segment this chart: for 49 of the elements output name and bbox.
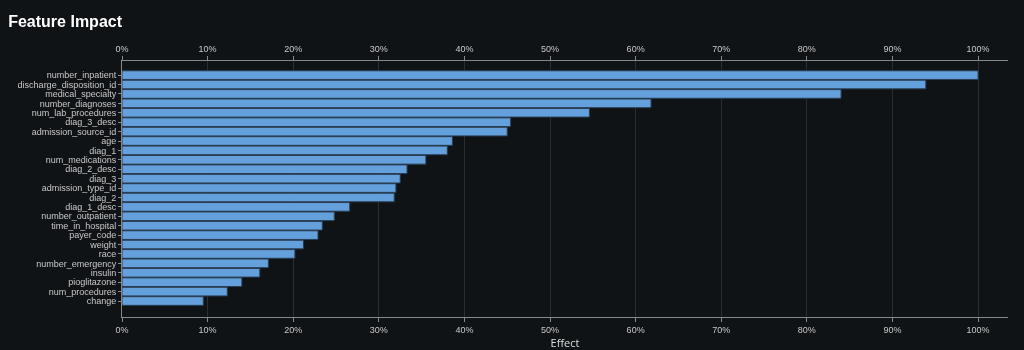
x-tick-label: 60%	[626, 44, 645, 55]
y-tick-label: diag_2_desc	[65, 164, 117, 175]
x-tick-label: 20%	[284, 44, 303, 55]
y-tick-label: number_diagnoses	[39, 98, 117, 109]
y-tick-label: admission_source_id	[31, 126, 117, 137]
y-tick-label: number_outpatient	[41, 211, 117, 222]
y-tick-label: race	[98, 249, 117, 260]
y-tick-label: number_emergency	[36, 258, 117, 269]
y-tick-label: num_medications	[45, 154, 117, 165]
x2-tick-label: 30%	[369, 324, 388, 335]
chart-title: Feature Impact	[8, 12, 123, 30]
x-axis-title: Effect	[550, 334, 580, 350]
x2-tick-label: 80%	[797, 324, 816, 335]
x2-tick-label: 100%	[966, 324, 990, 335]
y-tick-label: insulin	[90, 267, 117, 278]
x2-tick-label: 50%	[541, 324, 560, 335]
y-tick-label: time_in_hospital	[51, 220, 117, 231]
x-tick-label: 30%	[369, 44, 388, 55]
y-tick-label: medical_specialty	[45, 89, 117, 100]
x2-tick-label: 20%	[284, 324, 303, 335]
y-tick-label: diag_2	[89, 192, 117, 203]
y-tick-label: diag_3_desc	[65, 117, 117, 128]
y-tick-label: diag_1	[89, 145, 117, 156]
y-tick-label: weight	[89, 239, 117, 250]
y-tick-label: change	[86, 296, 117, 307]
x2-tick-label: 60%	[626, 324, 645, 335]
x2-tick-label: 40%	[455, 324, 474, 335]
y-tick-label: payer_code	[69, 230, 117, 241]
x2-tick-label: 70%	[712, 324, 731, 335]
y-tick-label: num_lab_procedures	[31, 107, 117, 118]
x2-tick-label: 0%	[115, 324, 129, 335]
x-tick-label: 90%	[883, 44, 902, 55]
x-tick-label: 40%	[455, 44, 474, 55]
y-tick-label: diag_3	[89, 173, 117, 184]
x2-tick-label: 10%	[198, 324, 217, 335]
x-tick-label: 0%	[115, 44, 129, 55]
x-tick-label: 100%	[966, 44, 990, 55]
y-tick-label: num_procedures	[48, 286, 117, 297]
y-tick-label: admission_type_id	[41, 183, 117, 194]
x-tick-label: 10%	[198, 44, 217, 55]
x-tick-label: 80%	[797, 44, 816, 55]
y-tick-label: pioglitazone	[68, 277, 117, 288]
y-tick-label: number_inpatient	[46, 70, 117, 81]
x-tick-label: 70%	[712, 44, 731, 55]
y-tick-label: diag_1_desc	[65, 202, 117, 213]
x-tick-label: 50%	[541, 44, 560, 55]
y-tick-label: discharge_disposition_id	[17, 79, 117, 90]
y-tick-label: age	[101, 136, 117, 147]
x2-tick-label: 90%	[883, 324, 902, 335]
